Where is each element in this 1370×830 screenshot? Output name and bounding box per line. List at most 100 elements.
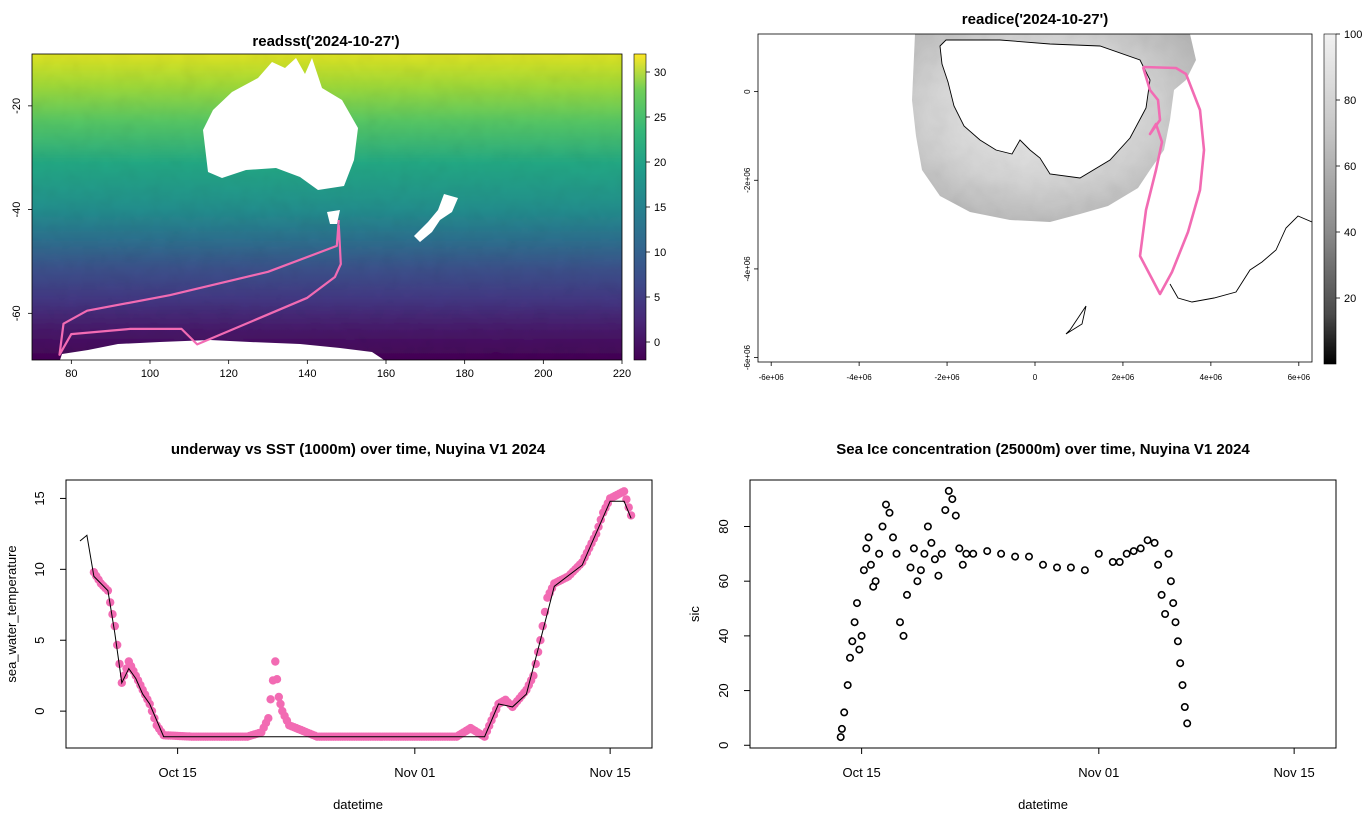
- sic-timeseries-ylabel: sic: [687, 606, 702, 622]
- ice-x-tick-label: -2e+06: [934, 373, 960, 382]
- sic-point: [852, 599, 861, 608]
- sic-point: [1176, 659, 1185, 668]
- sst-timeseries-ylabel: sea_water_temperature: [4, 545, 19, 682]
- sst-colorbar-tick-label: 15: [654, 202, 666, 214]
- sst-pink-point: [276, 699, 285, 709]
- ice-ship-track: [1138, 65, 1206, 296]
- sic-ts-y-tick-label: 0: [716, 742, 731, 749]
- sic-point: [930, 555, 939, 564]
- sst-x-tick-label: 220: [613, 368, 631, 380]
- sic-point: [909, 544, 918, 553]
- sst-pink-point: [108, 610, 117, 619]
- sic-point: [937, 549, 946, 558]
- sic-point: [913, 577, 922, 586]
- sic-point: [1150, 538, 1159, 547]
- sic-point: [1136, 544, 1145, 553]
- sic-point: [1178, 681, 1187, 690]
- ice-colorbar-tick-label: 60: [1344, 161, 1356, 173]
- sic-ts-x-tick-label: Nov 01: [1078, 765, 1119, 780]
- sic-point: [983, 547, 992, 556]
- ice-map-panel: readice('2024-10-27') -6e+06 -4e+06 -2e+06…: [743, 11, 1362, 382]
- sst-pink-point: [271, 657, 280, 666]
- sic-point: [892, 549, 901, 558]
- sst-ts-x-tick-label: Oct 15: [158, 765, 196, 780]
- ice-colorbar-tick-label: 80: [1344, 95, 1356, 107]
- ice-colorbar-tick-label: 100: [1344, 29, 1362, 41]
- sic-point: [958, 560, 967, 569]
- sst-ts-y-tick-label: 5: [32, 637, 47, 644]
- sic-point: [1039, 560, 1048, 569]
- sst-timeseries-xlabel: datetime: [333, 797, 383, 812]
- sic-point: [1169, 599, 1178, 608]
- sst-ts-x-tick-label: Nov 01: [394, 765, 435, 780]
- antarctica-landmass: [60, 340, 384, 360]
- sic-point: [836, 733, 845, 742]
- sic-point: [1011, 552, 1020, 561]
- sst-x-tick-label: 200: [534, 368, 552, 380]
- sst-pink-point: [622, 495, 631, 504]
- sic-ts-y-tick-label: 80: [716, 519, 731, 533]
- sst-pink-point: [113, 640, 122, 650]
- sst-colorbar-tick-label: 0: [654, 337, 660, 349]
- sic-point: [920, 549, 929, 558]
- sst-pink-point: [274, 692, 283, 702]
- sic-timeseries-axes: Oct 15 Nov 01 Nov 15 0 20 40 60 80: [716, 519, 1315, 780]
- sst-y-tick-label: -40: [11, 202, 23, 218]
- ice-colorbar-tick-label: 40: [1344, 227, 1356, 239]
- sic-point: [859, 566, 868, 575]
- sic-ts-x-tick-label: Nov 15: [1274, 765, 1315, 780]
- sic-point: [902, 590, 911, 599]
- sst-timeseries-marks: [79, 487, 636, 741]
- sic-point: [848, 637, 857, 646]
- sic-point: [1066, 563, 1075, 572]
- sst-ship-track: [58, 219, 342, 356]
- ice-map-axes: -6e+06 -4e+06 -2e+06 0 2e+06 4e+06 6e+06 0 -2e+0…: [743, 89, 1311, 382]
- ice-x-tick-label: -4e+06: [847, 373, 873, 382]
- sic-ts-y-tick-label: 60: [716, 574, 731, 588]
- ice-x-tick-label: -6e+06: [759, 373, 785, 382]
- sic-point: [1154, 560, 1163, 569]
- sst-pink-point: [110, 621, 120, 631]
- sic-ts-y-tick-label: 40: [716, 629, 731, 643]
- ice-y-tick-label: -2e+06: [743, 167, 752, 193]
- sst-x-tick-label: 140: [298, 368, 316, 380]
- sst-timeseries-frame: [65, 479, 653, 749]
- sic-point: [969, 549, 978, 558]
- sic-point: [916, 566, 925, 575]
- australia-coastline: [1169, 215, 1312, 303]
- ice-y-tick-label: 0: [743, 89, 752, 94]
- sic-point: [1094, 549, 1103, 558]
- sic-point: [1108, 557, 1117, 566]
- sic-point: [1173, 637, 1182, 646]
- sic-point: [941, 506, 950, 515]
- sic-point: [885, 508, 894, 517]
- sic-timeseries-marks: [836, 486, 1192, 742]
- sst-underway-line: [79, 500, 632, 738]
- ice-colorbar-ticks: 100 80 60 40 20: [1336, 29, 1362, 305]
- ice-y-tick-label: -6e+06: [743, 344, 752, 370]
- sic-point: [1115, 557, 1124, 566]
- sic-point: [1166, 577, 1175, 586]
- ice-colorbar-tick-label: 20: [1344, 293, 1356, 305]
- sic-point: [1180, 702, 1189, 711]
- sic-point: [1053, 563, 1062, 572]
- sic-point: [837, 724, 846, 733]
- sst-timeseries-axes: Oct 15 Nov 01 Nov 15 0 5 10 15: [32, 491, 631, 780]
- sic-point: [888, 533, 897, 542]
- sst-timeseries-panel: underway vs SST (1000m) over time, Nuyin…: [4, 441, 653, 812]
- sic-point: [1157, 590, 1166, 599]
- sic-point: [944, 486, 953, 495]
- sic-point: [1143, 536, 1152, 545]
- sst-colorbar-tick-label: 20: [654, 157, 666, 169]
- sic-point: [1164, 549, 1173, 558]
- sic-point: [997, 549, 1006, 558]
- sst-pink-point: [272, 675, 282, 684]
- sic-point: [906, 563, 915, 572]
- sic-point: [855, 645, 864, 654]
- sic-point: [857, 631, 866, 640]
- sic-point: [862, 544, 871, 553]
- sic-timeseries-title: Sea Ice concentration (25000m) over time…: [836, 441, 1250, 458]
- sic-timeseries-xlabel: datetime: [1018, 797, 1068, 812]
- sic-timeseries-panel: Sea Ice concentration (25000m) over time…: [687, 441, 1337, 812]
- sic-point: [843, 681, 852, 690]
